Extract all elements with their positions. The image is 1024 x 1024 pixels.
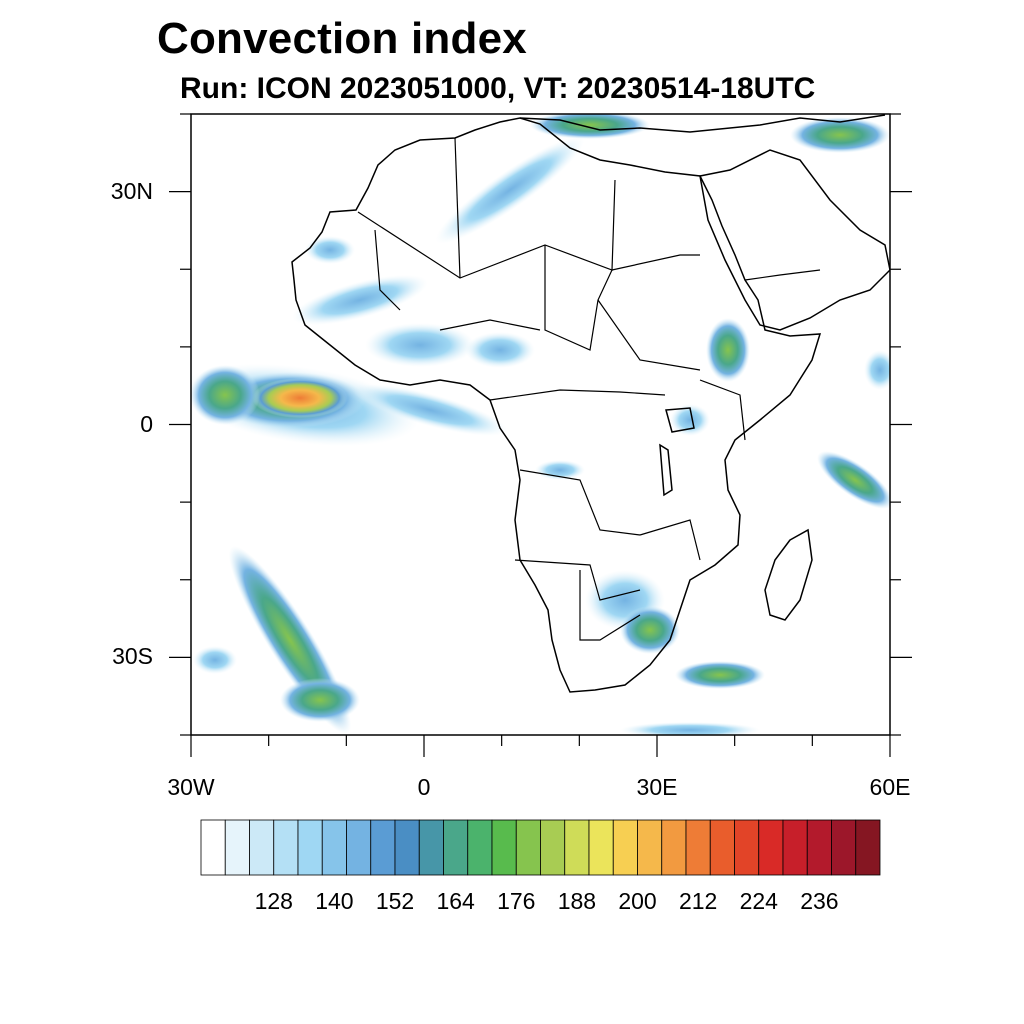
colorbar-label: 128 (254, 888, 293, 914)
colorbar-swatch (370, 819, 396, 876)
colorbar-swatch (394, 819, 420, 876)
colorbar-swatch (249, 819, 275, 876)
lon-label: 60E (869, 774, 911, 800)
map-title: Convection index (157, 14, 527, 63)
colorbar-swatch (637, 819, 663, 876)
colorbar-label: 236 (800, 888, 839, 914)
colorbar-swatch (491, 819, 517, 876)
country-borders (357, 137, 821, 641)
colorbar (200, 819, 881, 876)
colorbar-swatch (224, 819, 250, 876)
coastlines (291, 114, 890, 693)
colorbar-swatch (612, 819, 638, 876)
colorbar-swatch (831, 819, 857, 876)
colorbar-swatch (855, 819, 881, 876)
colorbar-swatch (467, 819, 493, 876)
lon-label: 30W (167, 774, 215, 800)
colorbar-swatch (661, 819, 687, 876)
colorbar-swatch (806, 819, 832, 876)
colorbar-swatch (588, 819, 614, 876)
colorbar-swatch (685, 819, 711, 876)
colorbar-label: 176 (497, 888, 536, 914)
colorbar-swatch (564, 819, 590, 876)
lat-label: 30N (110, 177, 153, 204)
colorbar-label: 224 (739, 888, 778, 914)
lon-label: 30E (636, 774, 678, 800)
map-subtitle: Run: ICON 2023051000, VT: 20230514-18UTC (180, 72, 816, 105)
colorbar-label: 188 (557, 888, 597, 914)
colorbar-swatch (346, 819, 372, 876)
colorbar-swatch (709, 819, 735, 876)
colorbar-swatch (540, 819, 566, 876)
axis-ticks (169, 113, 912, 757)
colorbar-swatch (782, 819, 808, 876)
colorbar-label: 140 (315, 888, 354, 914)
lat-label: 30S (112, 643, 153, 670)
colorbar-swatch (758, 819, 784, 876)
colorbar-swatch (200, 819, 226, 876)
colorbar-swatch (734, 819, 760, 876)
colorbar-label: 200 (618, 888, 657, 914)
colorbar-label: 152 (375, 888, 415, 914)
colorbar-swatch (273, 819, 299, 876)
colorbar-swatch (418, 819, 444, 876)
lon-label: 0 (417, 774, 431, 800)
colorbar-label: 164 (436, 888, 475, 914)
colorbar-label: 212 (678, 888, 718, 914)
colorbar-swatch (515, 819, 541, 876)
colorbar-swatch (321, 819, 347, 876)
lat-label: 0 (140, 410, 153, 437)
colorbar-swatch (297, 819, 323, 876)
colorbar-swatch (443, 819, 469, 876)
convection-field (191, 114, 890, 735)
